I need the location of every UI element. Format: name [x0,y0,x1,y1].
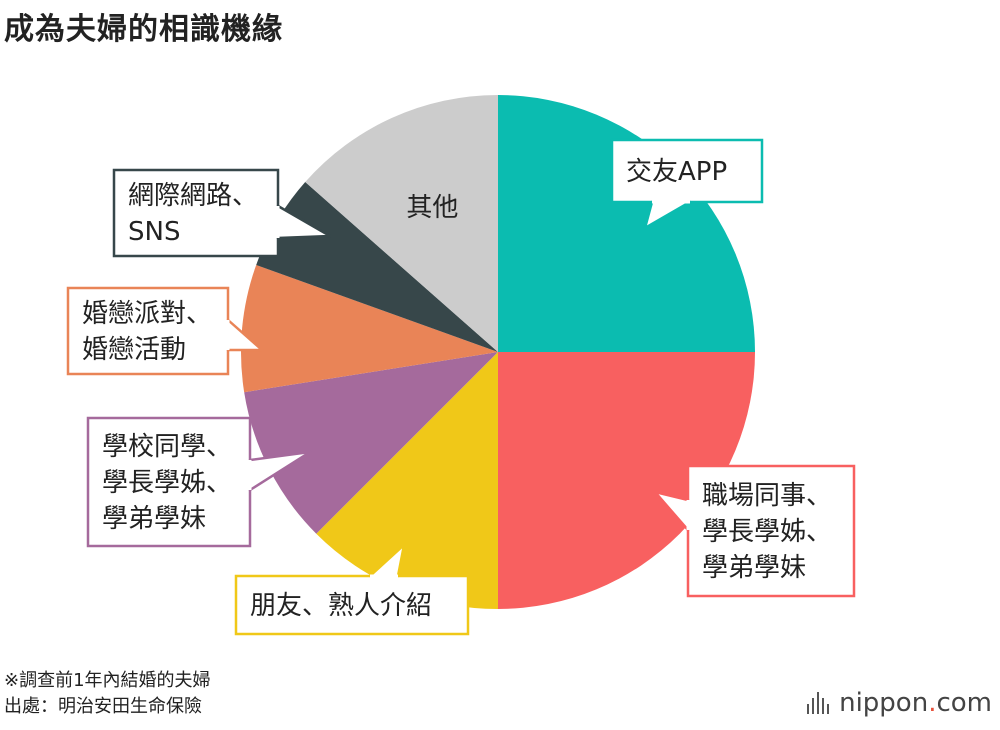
chart-title: 成為夫婦的相識機緣 [4,12,283,47]
callout-label-0-0: 交友APP [626,157,727,187]
callout-5: 網際網路、 SNS [112,168,332,258]
callout-label-3-1: 學長學姊、 [102,468,232,498]
pie-slice-4 [240,264,498,393]
callout-label-1-1: 學長學姊、 [702,517,832,547]
pie-slice-5 [256,182,498,352]
callout-label-5-1: SNS [128,217,180,247]
pie-slice-0 [498,95,755,352]
callout-2: 朋友、熟人介紹 [234,543,470,636]
callout-label-3-2: 學弟學妹 [102,504,206,534]
callout-label-4-1: 婚戀活動 [82,335,186,365]
callout-box-2 [234,574,470,636]
callout-box-5 [112,168,280,258]
brand-dot: . [928,688,937,718]
slice-label-6: 其他 [406,193,458,223]
callout-4: 婚戀派對、婚戀活動 [66,286,264,376]
callout-0: 交友APP [610,138,764,230]
brand-name: nippon [839,688,929,718]
brand-logo: nippon. com [807,688,992,718]
brand-suffix: com [936,688,992,718]
callout-label-2-0: 朋友、熟人介紹 [250,591,432,621]
source-note: 出處：明治安田生命保險 [4,696,202,717]
pie-slice-3 [244,352,498,534]
callout-3: 學校同學、學長學姊、學弟學妹 [86,416,312,548]
survey-note: ※調查前1年內結婚的夫婦 [4,670,211,691]
pie-slice-1 [498,352,755,609]
callout-1: 職場同事、學長學姊、學弟學妹 [653,464,856,598]
callout-label-1-0: 職場同事、 [702,481,832,511]
callout-label-5-0: 網際網路、 [128,181,258,211]
callout-label-3-0: 學校同學、 [102,432,232,462]
pie-slice-6 [305,95,498,352]
brand-bars-icon [807,692,830,714]
pie-slice-2 [316,352,498,609]
callout-label-1-2: 學弟學妹 [702,553,806,583]
callout-box-0 [610,138,764,204]
footnote: ※調查前1年內結婚的夫婦 出處：明治安田生命保險 [4,668,211,720]
callout-label-4-0: 婚戀派對、 [82,299,212,329]
